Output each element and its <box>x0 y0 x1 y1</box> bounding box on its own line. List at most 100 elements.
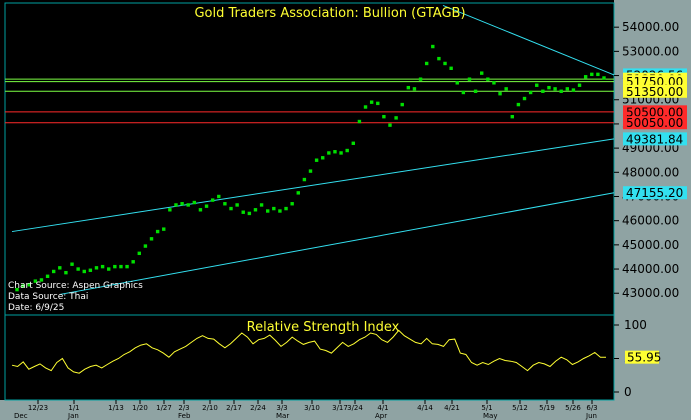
price-point-34 <box>223 202 227 206</box>
price-point-80 <box>504 87 508 91</box>
price-point-32 <box>210 198 215 202</box>
date-tick-label-5: 2/3 <box>178 404 189 412</box>
price-tick-label-11: 43000.00 <box>622 286 679 300</box>
price-point-51 <box>327 151 331 155</box>
price-point-68 <box>431 44 435 49</box>
price-point-93 <box>583 75 588 79</box>
price-tick-label-6: 48000.00 <box>622 165 679 179</box>
month-label-4: Apr <box>375 412 387 420</box>
level-label-5: 50050.00 <box>626 116 683 130</box>
month-label-5: May <box>483 412 497 420</box>
rsi-line <box>11 329 606 374</box>
price-point-87 <box>547 85 551 90</box>
level-labels: 52026.5651850.0051750.0051350.0050500.00… <box>623 68 687 200</box>
price-point-19 <box>131 260 135 264</box>
data-source-note: Data Source: Thai <box>8 292 88 302</box>
price-point-89 <box>559 89 563 93</box>
price-point-88 <box>553 87 557 91</box>
price-point-79 <box>498 91 502 96</box>
lower-channel-line <box>59 192 615 295</box>
price-point-29 <box>192 200 197 205</box>
rsi-last-value-label: 55.95 <box>627 351 661 365</box>
level-label-3: 51350.00 <box>626 85 683 99</box>
price-point-26 <box>174 203 178 207</box>
price-point-38 <box>247 211 252 216</box>
trend-channel-lines <box>11 4 615 295</box>
price-point-63 <box>400 102 404 107</box>
month-label-2: Feb <box>178 412 191 420</box>
price-point-42 <box>272 206 276 211</box>
price-point-44 <box>284 206 288 211</box>
price-point-11 <box>82 269 86 274</box>
price-point-17 <box>119 264 123 269</box>
date-tick-label-17: 5/12 <box>512 404 528 412</box>
price-point-14 <box>100 264 105 269</box>
date-tick-label-0: 12/23 <box>28 404 48 412</box>
price-point-59 <box>376 101 380 106</box>
price-point-1 <box>21 284 25 288</box>
price-point-92 <box>577 83 582 87</box>
price-point-74 <box>467 77 472 81</box>
date-tick-label-13: 4/1 <box>377 404 388 412</box>
date-tick-label-10: 3/10 <box>304 404 320 412</box>
price-point-7 <box>58 266 62 270</box>
price-point-6 <box>51 269 56 274</box>
resistance-trend-line <box>442 4 615 76</box>
date-tick-label-11: 3/17 <box>332 404 348 412</box>
price-point-73 <box>461 90 466 95</box>
rsi-tick-label-2: 0 <box>624 385 632 399</box>
price-tick-label-1: 53000.00 <box>622 44 679 58</box>
price-point-9 <box>70 262 74 266</box>
date-tick-label-20: 6/3 <box>586 404 597 412</box>
month-label-6: Jun <box>585 412 597 420</box>
level-box-6 <box>623 132 687 146</box>
price-point-95 <box>596 72 600 77</box>
date-tick-label-18: 5/19 <box>539 404 555 412</box>
date-tick-label-12: 3/24 <box>347 404 363 412</box>
date-tick-label-1: 1/1 <box>68 404 79 412</box>
price-point-75 <box>473 89 478 93</box>
price-point-70 <box>443 61 447 66</box>
price-point-58 <box>369 100 374 104</box>
price-point-20 <box>137 251 141 256</box>
level-box-3 <box>623 84 687 98</box>
upper-channel-line <box>11 138 615 233</box>
price-point-94 <box>590 72 594 77</box>
price-point-13 <box>94 266 99 270</box>
price-point-55 <box>351 141 356 145</box>
date-tick-label-4: 1/27 <box>156 404 172 412</box>
price-point-78 <box>492 81 496 85</box>
price-point-86 <box>541 89 545 93</box>
price-panel <box>4 2 615 316</box>
price-point-22 <box>149 237 154 241</box>
price-point-4 <box>39 278 44 282</box>
price-point-30 <box>198 208 203 212</box>
price-point-71 <box>449 66 453 71</box>
price-point-61 <box>388 123 392 127</box>
price-point-64 <box>406 85 411 90</box>
date-tick-label-14: 4/14 <box>417 404 433 412</box>
price-point-82 <box>516 102 521 107</box>
chart-source-note: Chart Source: Aspen Graphics <box>8 281 143 291</box>
month-label-0: Dec <box>14 412 28 420</box>
level-label-7: 47155.20 <box>626 186 683 200</box>
price-point-45 <box>290 202 294 206</box>
price-markers <box>15 44 606 292</box>
price-point-81 <box>510 114 514 119</box>
price-point-50 <box>321 156 325 160</box>
price-point-25 <box>168 208 172 212</box>
price-point-47 <box>302 177 307 182</box>
price-point-41 <box>265 209 270 213</box>
price-point-85 <box>535 83 539 87</box>
price-point-65 <box>412 87 417 91</box>
price-point-48 <box>308 169 313 173</box>
price-point-76 <box>480 71 484 75</box>
price-axis-panel <box>614 0 691 315</box>
level-box-4 <box>623 105 687 119</box>
price-point-8 <box>64 270 68 275</box>
price-point-67 <box>424 61 429 66</box>
price-point-91 <box>571 88 576 92</box>
price-point-21 <box>143 244 148 248</box>
price-point-37 <box>241 210 245 214</box>
price-point-56 <box>357 119 362 124</box>
